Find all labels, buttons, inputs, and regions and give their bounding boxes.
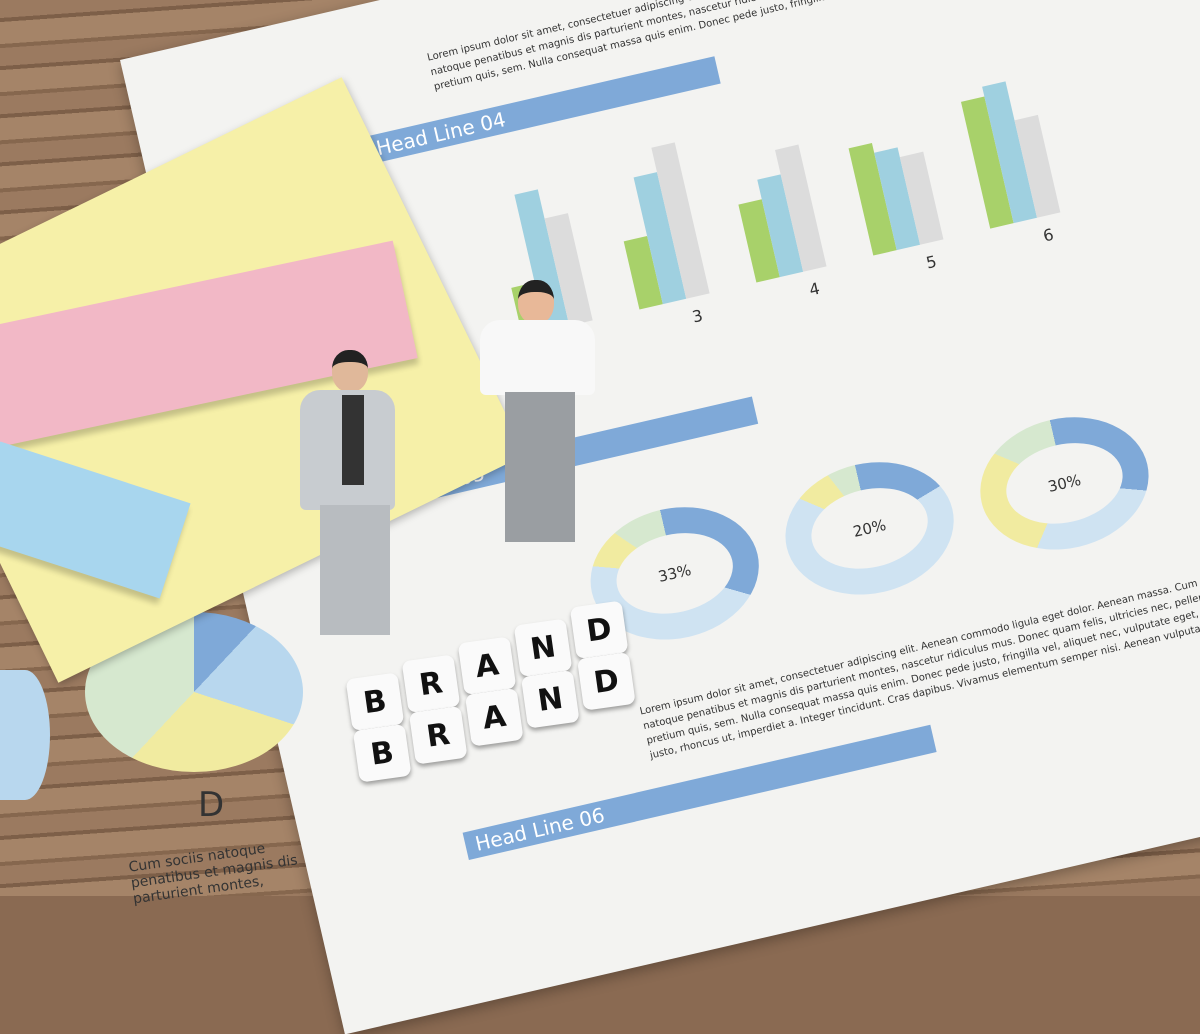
donut-chart: 20%	[772, 445, 968, 611]
donut-label: 20%	[851, 515, 888, 541]
letter-cube: A	[464, 687, 524, 747]
donut-label: 33%	[656, 560, 693, 586]
letter-cube: B	[345, 672, 405, 732]
letter-cube: R	[408, 705, 468, 765]
pie-chart-partial	[0, 670, 50, 800]
letter-cube: D	[576, 651, 636, 711]
letter-cube: D	[569, 600, 629, 660]
letter-cube: N	[520, 669, 580, 729]
donut-chart: 30%	[967, 400, 1162, 566]
letter-cube: R	[401, 654, 461, 714]
donut-label: 30%	[1046, 470, 1083, 496]
bar-label: 6	[1041, 224, 1056, 246]
bar-label: 3	[690, 305, 705, 327]
letter-cube: A	[457, 636, 517, 696]
figurine-white-shirt	[470, 280, 610, 570]
figurine-suit	[290, 350, 410, 650]
bar-label: 4	[807, 278, 822, 300]
letter-cube: B	[352, 723, 412, 783]
bar-label: 5	[924, 251, 939, 273]
pie-label: D	[198, 785, 225, 825]
letter-cube: N	[513, 618, 573, 678]
